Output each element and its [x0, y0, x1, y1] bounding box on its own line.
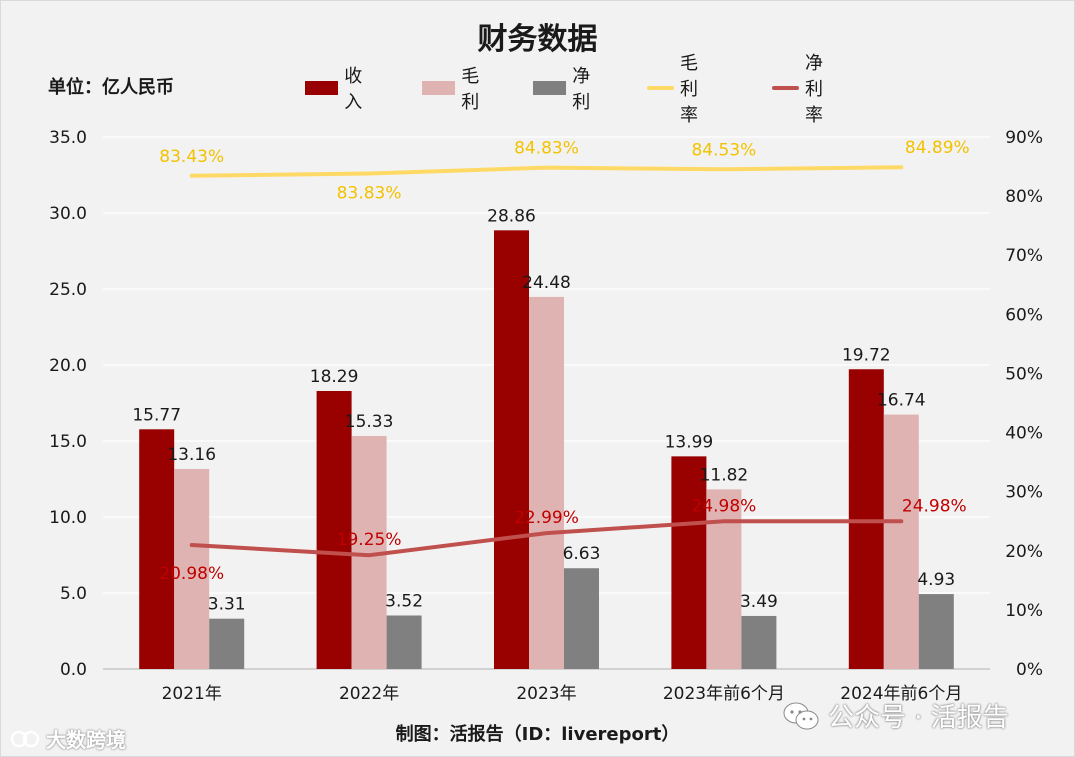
y-tick-label: 20.0 [49, 356, 87, 376]
bar-net-profit [386, 615, 422, 669]
y2-tick-label: 20% [1005, 542, 1043, 562]
legend-item-gross-margin: 毛利率 [647, 53, 714, 126]
bar-data-label: 16.74 [877, 391, 926, 411]
bar-data-label: 6.63 [563, 544, 601, 564]
bar-revenue [671, 456, 707, 669]
legend-item-net-profit: 净利 [533, 66, 600, 113]
bar-gross-profit [706, 489, 742, 669]
x-tick-label: 2023年前6个月 [663, 684, 785, 704]
y-tick-label: 10.0 [49, 508, 87, 528]
bar-data-label: 24.48 [522, 273, 571, 293]
y2-tick-label: 70% [1005, 246, 1043, 266]
gross-margin-label: 84.89% [905, 138, 970, 158]
net-margin-label: 19.25% [337, 530, 402, 550]
watermark-left-text: 大数跨境 [46, 728, 126, 752]
y2-tick-label: 50% [1005, 364, 1043, 384]
y-tick-label: 30.0 [49, 204, 87, 224]
x-tick-label: 2021年 [162, 684, 222, 704]
y2-tick-label: 40% [1005, 424, 1043, 444]
bar-data-label: 28.86 [487, 206, 536, 226]
gross-margin-label: 83.43% [159, 147, 224, 167]
bar-data-label: 13.16 [167, 445, 216, 465]
chart-title: 财务数据 [477, 22, 598, 57]
chart-footer: 制图：活报告（ID：livereport） [395, 724, 680, 745]
bar-gross-profit [883, 414, 919, 669]
y2-tick-label: 90% [1005, 128, 1043, 148]
x-tick-label: 2023年 [516, 684, 576, 704]
x-tick-label: 2022年 [339, 684, 399, 704]
y2-tick-label: 30% [1005, 483, 1043, 503]
bar-net-profit [741, 615, 777, 669]
x-tick-label: 2024年前6个月 [840, 684, 962, 704]
legend-label-net-margin: 净利率 [805, 53, 824, 126]
bar-revenue [139, 429, 175, 669]
unit-label: 单位：亿人民币 [48, 77, 174, 98]
bar-net-profit [209, 618, 245, 669]
y2-tick-label: 60% [1005, 305, 1043, 325]
bar-net-profit [564, 568, 599, 669]
gross-margin-label: 84.83% [514, 139, 579, 159]
y-tick-label: 0.0 [60, 660, 87, 680]
watermark-left: 大数跨境 [10, 724, 126, 753]
legend-swatch-gross-profit [422, 81, 456, 95]
legend-swatch-net-profit [533, 81, 567, 95]
legend-swatch-revenue [305, 81, 339, 95]
gross-margin-line [189, 165, 904, 178]
wechat-icon [783, 702, 819, 729]
gross-margin-label: 83.83% [337, 183, 402, 203]
bar-revenue [848, 369, 884, 669]
bar-revenue [316, 390, 352, 669]
net-margin-label: 20.98% [159, 564, 224, 584]
y2-tick-label: 80% [1005, 187, 1043, 207]
bar-data-label: 18.29 [310, 367, 359, 387]
bar-data-label: 15.77 [132, 405, 181, 425]
y2-tick-label: 10% [1005, 601, 1043, 621]
watermark-right-text: 公众号 · 活报告 [828, 703, 1009, 733]
y-tick-label: 25.0 [49, 280, 87, 300]
bar-data-label: 3.31 [208, 595, 246, 615]
y2-tick-label: 0% [1016, 660, 1043, 680]
legend-label-gross-margin: 毛利率 [680, 53, 699, 126]
legend-item-gross-profit: 毛利 [422, 66, 489, 113]
net-margin-label: 24.98% [691, 496, 756, 516]
legend-item-net-margin: 净利率 [772, 53, 839, 126]
net-margin-label: 24.98% [902, 496, 967, 516]
bar-gross-profit [174, 468, 210, 669]
net-margin-label: 22.99% [514, 508, 579, 528]
bar-data-label: 11.82 [700, 465, 749, 485]
bar-data-label: 4.93 [917, 570, 955, 590]
legend-item-revenue: 收入 [305, 66, 372, 113]
legend-label-revenue: 收入 [344, 66, 363, 113]
bar-revenue [494, 230, 529, 669]
y-tick-label: 35.0 [49, 128, 87, 148]
legend-line-gross-margin [647, 86, 675, 90]
bar-data-label: 3.52 [385, 591, 423, 611]
bar-data-label: 19.72 [842, 345, 891, 365]
legend-line-net-margin [772, 86, 800, 90]
legend-label-net-profit: 净利 [572, 66, 591, 113]
legend-label-gross-profit: 毛利 [461, 66, 480, 113]
bar-gross-profit [529, 296, 564, 669]
bar-data-label: 3.49 [740, 592, 778, 612]
y-tick-label: 15.0 [49, 432, 87, 452]
watermark-logo-icon [10, 730, 40, 747]
watermark-right: 公众号 · 活报告 [782, 697, 1009, 734]
bar-net-profit [918, 594, 954, 669]
bar-data-label: 15.33 [345, 412, 394, 432]
gross-margin-label: 84.53% [691, 140, 756, 160]
y-tick-label: 5.0 [60, 584, 87, 604]
bar-data-label: 13.99 [665, 432, 714, 452]
